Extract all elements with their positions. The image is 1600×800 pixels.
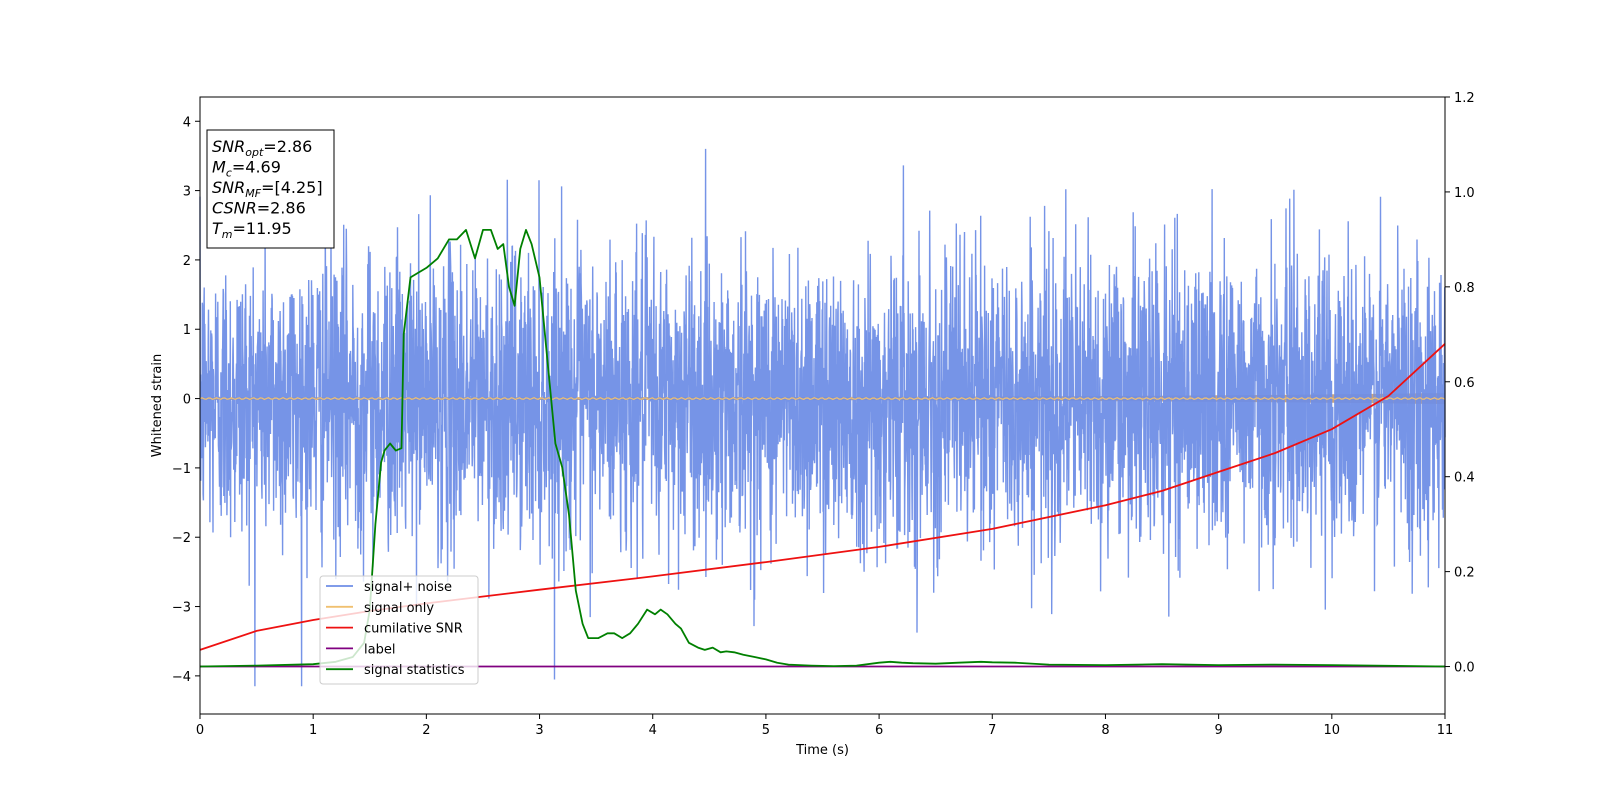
y-tick-label: 2	[183, 254, 191, 269]
x-tick-label: 3	[535, 723, 543, 738]
y2-tick-label: 1.0	[1454, 186, 1475, 201]
info-subscript: m	[222, 228, 233, 241]
info-symbol: M	[212, 158, 226, 177]
legend-label: label	[364, 642, 395, 657]
legend: signal+ noise signal only cumilative SNR la…	[319, 575, 479, 685]
y-tick-label: 3	[183, 185, 191, 200]
y-tick-label: −2	[172, 531, 191, 546]
y-tick-label: −4	[172, 670, 191, 685]
info-value: =[4.25]	[261, 178, 323, 197]
x-tick-label: 9	[1214, 723, 1222, 738]
y2-tick-label: 0.4	[1454, 471, 1475, 486]
y2-tick-label: 0.2	[1454, 566, 1475, 581]
info-symbol: T	[212, 219, 223, 238]
info-symbol: SNR	[212, 137, 245, 156]
x-tick-label: 2	[422, 723, 430, 738]
x-tick-label: 1	[309, 723, 317, 738]
info-subscript: c	[226, 167, 232, 180]
info-value: =11.95	[233, 219, 292, 238]
x-tick-label: 5	[762, 723, 770, 738]
y-tick-label: 0	[183, 393, 191, 408]
info-line: SNRMF=[4.25]	[212, 178, 323, 200]
info-subscript: MF	[245, 187, 261, 200]
x-tick-label: 10	[1324, 723, 1341, 738]
info-symbol: SNR	[212, 178, 245, 197]
y2-tick-label: 1.2	[1454, 91, 1475, 106]
info-line: Tm=11.95	[212, 219, 292, 241]
legend-label: signal only	[364, 601, 434, 616]
signal-only-layer	[199, 397, 1446, 401]
legend-label: signal+ noise	[364, 580, 452, 595]
info-line: SNRopt=2.86	[212, 137, 312, 159]
y-tick-label: −3	[172, 601, 191, 616]
y-axis-label: Whitened strain	[150, 354, 165, 457]
x-tick-label: 6	[875, 723, 883, 738]
y-tick-label: −1	[172, 462, 191, 477]
axes-layer: 0 1 2 3 4 5 6 7 8 9 10 11 −4 −3 −2 −1 0 1 2 3 4 0.0 0.2 0.4 0.6 0…	[150, 91, 1475, 758]
info-value: =2.86	[263, 137, 312, 156]
info-box-frame	[206, 129, 335, 249]
x-tick-label: 4	[649, 723, 657, 738]
legend-label: cumilative SNR	[364, 622, 463, 637]
info-subscript: opt	[245, 146, 264, 159]
legend-label: signal statistics	[364, 663, 465, 678]
info-symbol: CSNR	[212, 199, 257, 218]
y2-tick-label: 0.0	[1454, 661, 1475, 676]
info-value: =2.86	[257, 199, 306, 218]
x-axis-label: Time (s)	[795, 743, 849, 758]
plot-frame	[199, 96, 1446, 715]
info-value: =4.69	[232, 158, 281, 177]
x-tick-label: 0	[196, 723, 204, 738]
x-tick-label: 8	[1101, 723, 1109, 738]
y2-tick-label: 0.8	[1454, 281, 1475, 296]
info-box: SNRopt=2.86Mc=4.69SNRMF=[4.25]CSNR=2.86T…	[206, 129, 335, 249]
y-tick-label: 4	[183, 115, 191, 130]
info-line: CSNR=2.86	[212, 199, 306, 218]
x-tick-label: 7	[988, 723, 996, 738]
y2-tick-label: 0.6	[1454, 376, 1475, 391]
legend-frame	[319, 575, 479, 685]
x-tick-label: 11	[1437, 723, 1454, 738]
signal-only-line	[199, 397, 1446, 401]
info-line: Mc=4.69	[212, 158, 281, 180]
y-tick-label: 1	[183, 323, 191, 338]
signal-statistics-line	[199, 228, 1446, 668]
